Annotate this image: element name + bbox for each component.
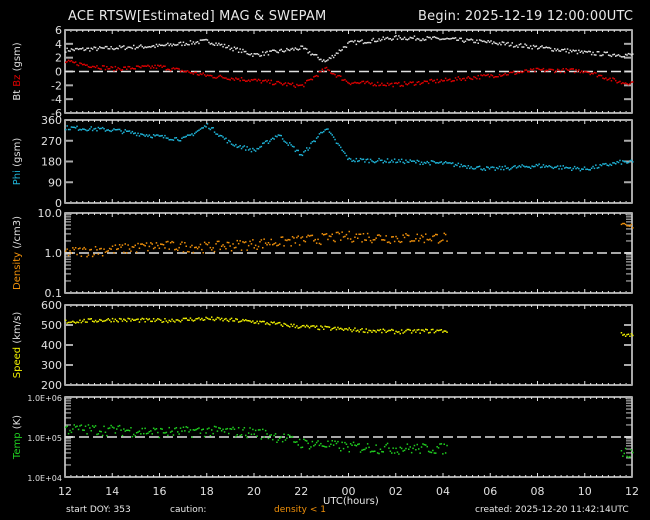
- xaxis-label: UTC(hours): [323, 496, 379, 507]
- begin-time: Begin: 2025-12-19 12:00:00UTC: [418, 9, 634, 24]
- y-tick-label: 1.0: [45, 247, 63, 260]
- y-tick-label: 1.0E+04: [27, 474, 62, 483]
- y-axis-label: Temp (K): [12, 415, 23, 460]
- y-tick-label: 90: [48, 176, 62, 189]
- x-tick-label: 04: [436, 485, 450, 498]
- x-tick-label: 06: [483, 485, 497, 498]
- y-tick-label: 6: [55, 24, 62, 37]
- y-tick-label: 400: [41, 339, 62, 352]
- density-caution: density < 1: [274, 505, 326, 515]
- y-tick-label: 200: [41, 379, 62, 392]
- caution-label: caution:: [170, 505, 207, 515]
- y-axis-label: Bt Bz (gsm): [12, 42, 23, 100]
- y-tick-label: 0: [55, 66, 62, 79]
- y-tick-label: 2: [55, 52, 62, 65]
- chart-title: ACE RTSW[Estimated] MAG & SWEPAM: [68, 9, 327, 24]
- y-axis-label: Speed (km/s): [12, 312, 23, 379]
- panel-temp: 1.0E+06 1.0E+05 1.0E+04 Temp (K): [12, 394, 634, 483]
- y-axis-label: Density (/cm3): [12, 216, 23, 290]
- y-tick-label: 1.0E+06: [27, 394, 62, 403]
- x-tick-label: 02: [389, 485, 403, 498]
- y-tick-label: 0.1: [45, 287, 63, 300]
- x-tick-label: 08: [531, 485, 545, 498]
- panel-speed: 600 500 400 300 200 Speed (km/s): [12, 299, 634, 392]
- created-time: created: 2025-12-20 11:42:14UTC: [475, 505, 629, 515]
- x-tick-label: 10: [578, 485, 592, 498]
- x-tick-label: 18: [200, 485, 214, 498]
- y-tick-label: 180: [41, 156, 62, 169]
- x-tick-label: 00: [342, 485, 356, 498]
- panel-phi: 360 270 180 90 0 Phi (gsm): [12, 114, 634, 210]
- y-tick-label: 600: [41, 299, 62, 312]
- x-tick-label: 12: [625, 485, 639, 498]
- y-tick-label: 500: [41, 319, 62, 332]
- y-tick-label: -2: [51, 79, 62, 92]
- y-tick-label: -6: [51, 107, 62, 120]
- y-tick-label: 360: [41, 114, 62, 127]
- y-tick-label: -4: [51, 93, 62, 106]
- x-tick-label: 20: [247, 485, 261, 498]
- panel-density: 10.0 1.0 0.1 Density (/cm3): [12, 207, 634, 300]
- x-tick-label: 14: [105, 485, 119, 498]
- x-tick-label: 22: [294, 485, 308, 498]
- y-tick-label: 1.0E+05: [27, 434, 62, 443]
- start-doy: start DOY: 353: [66, 505, 131, 515]
- x-tick-label: 16: [153, 485, 167, 498]
- y-axis-label: Phi (gsm): [12, 138, 23, 186]
- y-tick-label: 270: [41, 135, 62, 148]
- y-tick-label: 4: [55, 38, 62, 51]
- y-tick-label: 10.0: [38, 207, 63, 220]
- y-tick-label: 300: [41, 359, 62, 372]
- x-tick-label: 12: [58, 485, 72, 498]
- y-tick-label: 0: [55, 197, 62, 210]
